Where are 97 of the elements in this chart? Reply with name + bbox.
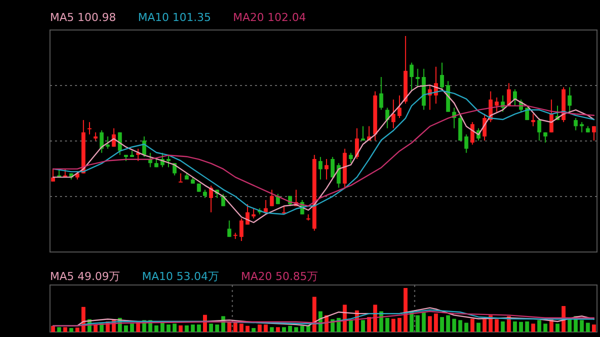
bar: [470, 318, 474, 332]
text: MA20 102.04: [233, 11, 306, 24]
candlestick: [464, 134, 468, 154]
bar: [592, 324, 596, 332]
bar: [282, 327, 286, 332]
candlestick: [252, 208, 256, 219]
candlestick: [416, 68, 420, 88]
candlestick: [348, 152, 353, 164]
bar: [482, 319, 487, 332]
bar: [94, 324, 98, 332]
bar: [246, 326, 250, 332]
bar: [166, 324, 170, 332]
bar: [130, 324, 134, 332]
bar: [404, 288, 408, 332]
candlestick: [549, 99, 554, 133]
bar: [57, 327, 62, 332]
bar: [63, 327, 68, 332]
candlestick: [227, 220, 232, 238]
candlestick: [361, 126, 365, 142]
candlestick: [512, 88, 517, 106]
bar: [75, 328, 80, 332]
bar: [312, 296, 316, 332]
bar: [440, 317, 444, 332]
bar: [124, 325, 128, 332]
bar: [428, 316, 432, 332]
bar: [434, 314, 438, 332]
bar: [373, 304, 378, 332]
bar: [580, 320, 584, 332]
bar: [227, 321, 232, 332]
bar: [543, 324, 548, 332]
candlestick: [354, 128, 359, 160]
bar: [531, 324, 536, 332]
candlestick: [330, 156, 335, 178]
text: MA5 49.09万: [50, 270, 120, 283]
text: MA5 100.98: [50, 11, 116, 24]
candlestick: [88, 122, 92, 135]
bar: [446, 315, 450, 332]
candlestick: [209, 185, 214, 213]
bar: [233, 322, 238, 332]
bar: [452, 318, 456, 332]
candlestick: [580, 122, 584, 133]
candlestick: [51, 168, 56, 182]
bar: [512, 321, 517, 332]
bar: [476, 322, 480, 332]
bar: [367, 317, 372, 332]
bar: [294, 327, 298, 332]
bar: [209, 324, 214, 332]
bar: [239, 324, 244, 332]
text: MA10 53.04万: [142, 270, 220, 283]
bar: [361, 320, 365, 332]
bar: [397, 318, 402, 332]
text: MA20 50.85万: [241, 270, 318, 283]
bar: [154, 325, 158, 332]
bar: [252, 328, 256, 332]
candlestick: [239, 218, 244, 242]
candlestick: [410, 62, 414, 92]
bar: [519, 322, 524, 332]
bar: [391, 318, 396, 332]
candlestick: [494, 97, 499, 112]
bar: [525, 321, 530, 332]
candlestick: [531, 113, 536, 127]
bar: [385, 318, 390, 332]
bar: [348, 320, 353, 332]
candlestick: [270, 189, 274, 207]
bar: [270, 327, 274, 332]
candlestick: [391, 99, 396, 129]
bar: [276, 327, 280, 332]
candlestick: [397, 94, 402, 118]
bar: [556, 324, 560, 332]
bar: [500, 321, 505, 332]
bar: [306, 325, 310, 332]
candlestick: [470, 122, 474, 146]
bar: [494, 319, 499, 332]
candlestick: [592, 126, 596, 142]
bar: [190, 324, 195, 332]
bar: [172, 324, 177, 332]
bar: [288, 326, 292, 332]
candlestick: [318, 156, 322, 180]
bar: [51, 326, 56, 332]
bar: [215, 324, 220, 332]
candlestick: [100, 130, 104, 154]
candlestick: [336, 162, 341, 188]
bar: [196, 324, 201, 332]
candlestick: [324, 158, 329, 180]
bar: [416, 315, 420, 332]
bar: [160, 322, 164, 332]
bar: [422, 312, 426, 332]
candlestick: [178, 172, 183, 183]
bar: [464, 322, 468, 332]
candlestick: [166, 154, 170, 168]
candlestick: [440, 62, 444, 90]
bar: [178, 325, 183, 332]
bar: [258, 324, 262, 332]
bar: [586, 322, 590, 332]
bar: [203, 314, 207, 332]
candlestick: [568, 86, 572, 114]
text: MA10 101.35: [138, 11, 211, 24]
